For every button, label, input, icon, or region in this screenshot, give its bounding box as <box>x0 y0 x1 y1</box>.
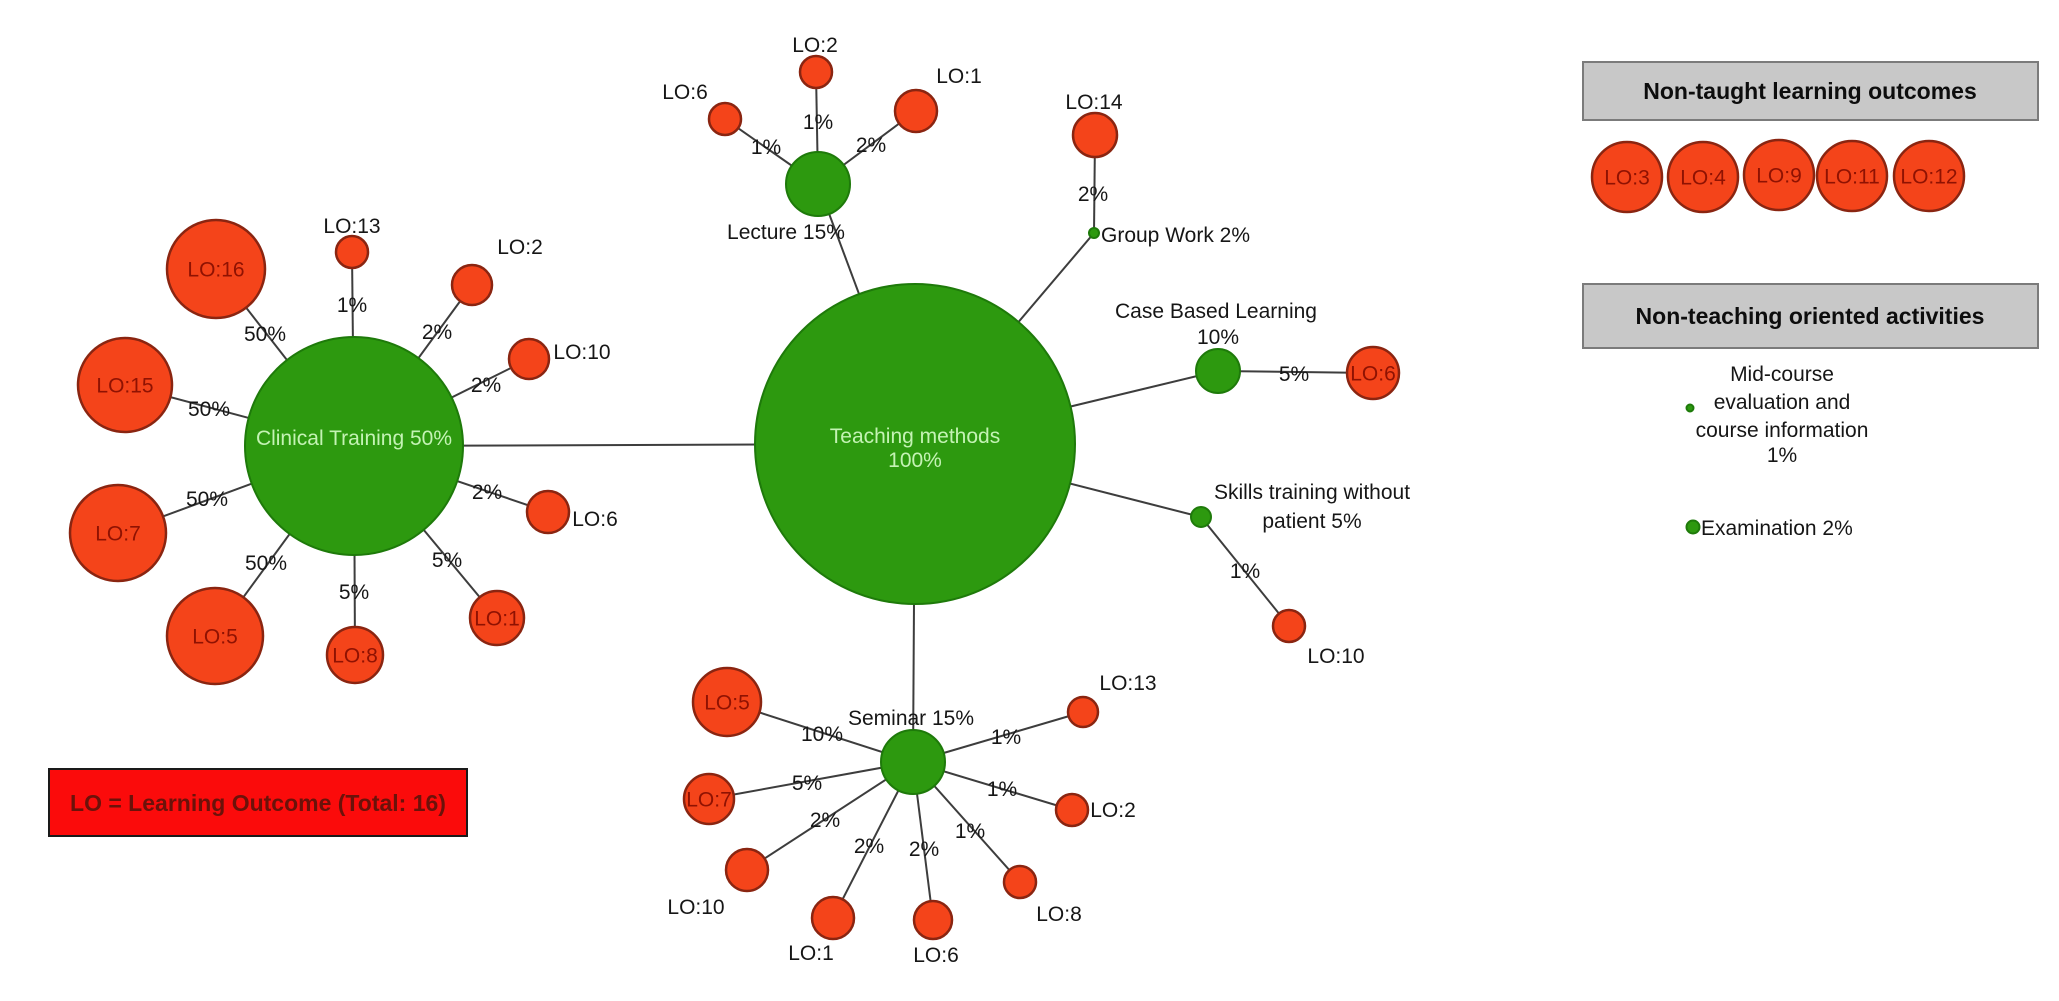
svg-text:LO:14: LO:14 <box>1065 91 1123 114</box>
svg-text:LO:1: LO:1 <box>936 65 982 88</box>
svg-text:LO:11: LO:11 <box>1824 166 1880 189</box>
svg-text:Lecture 15%: Lecture 15% <box>727 221 845 244</box>
svg-text:5%: 5% <box>339 581 369 604</box>
svg-text:2%: 2% <box>1078 183 1108 206</box>
svg-text:LO:16: LO:16 <box>187 259 244 282</box>
svg-text:50%: 50% <box>186 488 228 511</box>
svg-text:LO:7: LO:7 <box>686 789 732 812</box>
svg-text:LO:1: LO:1 <box>788 942 834 965</box>
svg-text:LO:9: LO:9 <box>1756 165 1802 188</box>
svg-text:LO:10: LO:10 <box>667 896 724 919</box>
svg-text:course information: course information <box>1696 419 1869 442</box>
svg-text:Examination 2%: Examination 2% <box>1701 517 1853 540</box>
svg-text:LO:2: LO:2 <box>1090 799 1136 822</box>
svg-text:5%: 5% <box>792 772 822 795</box>
svg-text:2%: 2% <box>854 835 884 858</box>
svg-text:LO:2: LO:2 <box>792 34 838 57</box>
svg-text:1%: 1% <box>955 820 985 843</box>
svg-text:2%: 2% <box>471 374 501 397</box>
svg-text:LO:10: LO:10 <box>1307 645 1364 668</box>
svg-text:Non-teaching oriented activiti: Non-teaching oriented activities <box>1636 303 1985 329</box>
svg-text:50%: 50% <box>245 552 287 575</box>
svg-text:LO:1: LO:1 <box>474 608 520 631</box>
svg-text:LO:3: LO:3 <box>1604 167 1650 190</box>
svg-text:LO:7: LO:7 <box>95 523 141 546</box>
svg-text:Skills training without: Skills training without <box>1214 481 1410 504</box>
svg-text:1%: 1% <box>987 778 1017 801</box>
svg-text:10%: 10% <box>801 723 843 746</box>
svg-text:LO:8: LO:8 <box>1036 903 1082 926</box>
svg-text:LO:6: LO:6 <box>572 508 618 531</box>
svg-text:LO:15: LO:15 <box>96 375 153 398</box>
svg-text:Case Based Learning: Case Based Learning <box>1115 300 1317 323</box>
svg-text:LO:4: LO:4 <box>1680 167 1726 190</box>
svg-text:10%: 10% <box>1197 326 1239 349</box>
svg-text:LO:2: LO:2 <box>497 236 543 259</box>
svg-text:LO:6: LO:6 <box>1350 363 1396 386</box>
svg-text:Group Work 2%: Group Work 2% <box>1101 224 1250 247</box>
svg-text:2%: 2% <box>909 838 939 861</box>
svg-text:Teaching methods: Teaching methods <box>830 425 1000 448</box>
svg-text:LO:6: LO:6 <box>913 944 959 967</box>
svg-text:evaluation and: evaluation and <box>1714 391 1851 414</box>
svg-text:1%: 1% <box>991 726 1021 749</box>
svg-text:1%: 1% <box>1230 560 1260 583</box>
svg-text:2%: 2% <box>422 321 452 344</box>
svg-text:LO:13: LO:13 <box>323 215 380 238</box>
svg-text:1%: 1% <box>1767 444 1797 467</box>
svg-text:Non-taught learning outcomes: Non-taught learning outcomes <box>1643 78 1977 104</box>
svg-text:1%: 1% <box>803 111 833 134</box>
svg-text:2%: 2% <box>810 809 840 832</box>
svg-text:LO:12: LO:12 <box>1900 166 1957 189</box>
svg-text:LO:5: LO:5 <box>704 692 750 715</box>
svg-text:LO:5: LO:5 <box>192 626 238 649</box>
svg-text:Seminar 15%: Seminar 15% <box>848 707 974 730</box>
svg-text:2%: 2% <box>856 134 886 157</box>
svg-text:LO:6: LO:6 <box>662 81 708 104</box>
svg-text:1%: 1% <box>751 136 781 159</box>
svg-text:5%: 5% <box>432 549 462 572</box>
svg-text:50%: 50% <box>244 323 286 346</box>
svg-text:LO:13: LO:13 <box>1099 672 1156 695</box>
svg-text:1%: 1% <box>337 294 367 317</box>
svg-text:Mid-course: Mid-course <box>1730 363 1834 386</box>
svg-text:100%: 100% <box>888 449 942 472</box>
svg-text:patient 5%: patient 5% <box>1262 510 1361 533</box>
svg-text:LO:10: LO:10 <box>553 341 610 364</box>
svg-text:LO = Learning Outcome (Total:: LO = Learning Outcome (Total: 16) <box>70 790 446 816</box>
svg-text:Clinical Training 50%: Clinical Training 50% <box>256 427 452 450</box>
svg-text:5%: 5% <box>1279 363 1309 386</box>
svg-text:50%: 50% <box>188 398 230 421</box>
svg-text:2%: 2% <box>472 481 502 504</box>
svg-text:LO:8: LO:8 <box>332 645 378 668</box>
